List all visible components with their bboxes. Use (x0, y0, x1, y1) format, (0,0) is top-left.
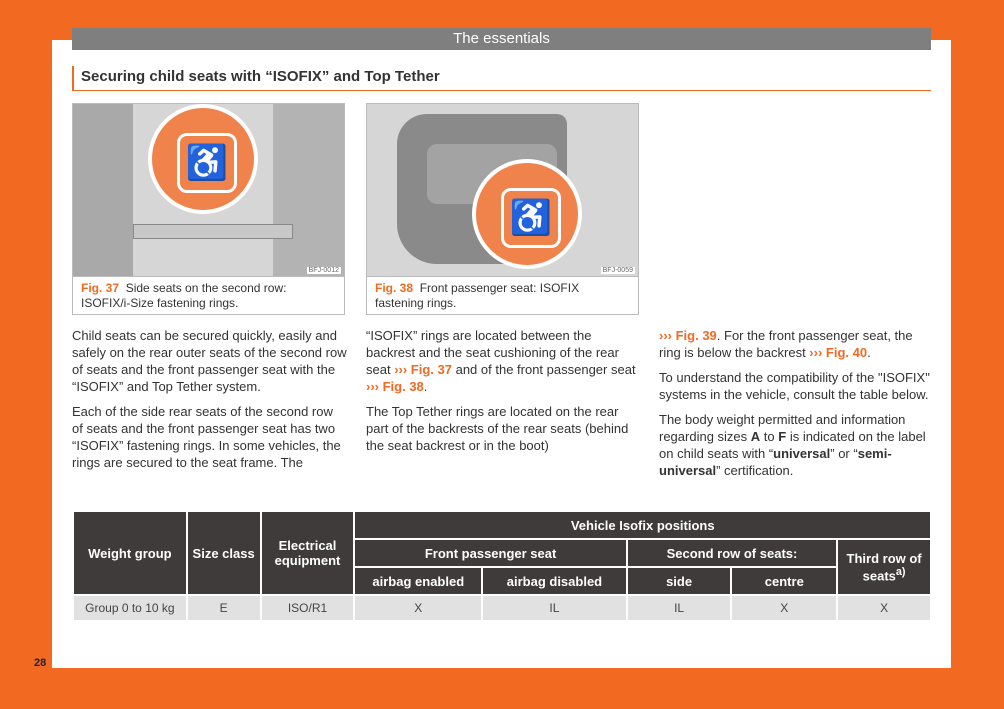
figure-37: ♿ BFJ-0012 Fig. 37 Side seats on the sec… (72, 103, 345, 315)
rear-seat-image: ♿ BFJ-0012 (73, 104, 344, 277)
paragraph: Each of the side rear seats of the secon… (72, 404, 341, 470)
fig-39-link[interactable]: ››› Fig. 39 (659, 328, 717, 343)
text: The body weight permitted and informatio… (659, 412, 906, 444)
fig-38-link[interactable]: ››› Fig. 38 (366, 379, 424, 394)
header-third-row: Third row of seatsa) (836, 538, 932, 596)
isofix-table: Weight group Size class Electrical equip… (72, 510, 932, 622)
header-vehicle-positions: Vehicle Isofix positions (353, 510, 932, 540)
cell: ISO/R1 (259, 594, 356, 622)
header-electrical: Electrical equipment (259, 510, 356, 596)
caption-text: Side seats on the second row: ISOFIX/i-S… (81, 281, 287, 310)
caption-text: Front passenger seat: ISOFIX fastening r… (375, 281, 580, 310)
isofix-bubble: ♿ (148, 104, 258, 214)
cell: IL (481, 594, 628, 622)
text-column-1: Child seats can be secured quickly, easi… (72, 327, 347, 479)
header-size-class: Size class (185, 510, 262, 596)
header-second-row: Second row of seats: (625, 538, 839, 568)
paragraph: ››› Fig. 39. For the front passenger sea… (659, 327, 934, 361)
header-airbag-disabled: airbag disabled (481, 566, 628, 596)
text: . (423, 379, 428, 394)
front-seat-image: ♿ BFJ-0059 (367, 104, 638, 277)
text: and of the front passenger seat (451, 362, 636, 377)
text: to (760, 429, 779, 444)
text: F (778, 429, 787, 444)
figure-code: BFJ-0059 (600, 267, 635, 274)
cell: X (353, 594, 484, 622)
page-number: 28 (34, 657, 47, 669)
section-header: The essentials (72, 28, 931, 50)
page-title: Securing child seats with “ISOFIX” and T… (72, 66, 931, 91)
header-side: side (625, 566, 733, 596)
paragraph: The Top Tether rings are located on the … (366, 404, 629, 453)
paragraph: The body weight permitted and informatio… (659, 411, 934, 479)
text: Third row of seats (846, 550, 922, 584)
figure-caption: Fig. 37 Side seats on the second row: IS… (73, 277, 344, 315)
fig-37-link[interactable]: ››› Fig. 37 (394, 362, 452, 377)
figure-code: BFJ-0012 (306, 267, 341, 274)
paragraph: “ISOFIX” rings are located between the b… (366, 327, 641, 395)
header-front-seat: Front passenger seat (353, 538, 628, 568)
cell: Group 0 to 10 kg (72, 594, 188, 622)
text: semi-universal (659, 446, 892, 478)
text-column-2: “ISOFIX” rings are located between the b… (366, 327, 641, 462)
text: ” or “ (830, 446, 858, 461)
header-weight-group: Weight group (72, 510, 188, 596)
cell: X (836, 594, 932, 622)
cell: IL (625, 594, 733, 622)
text: universal (773, 446, 831, 461)
cell: X (730, 594, 839, 622)
figure-number: Fig. 38 (375, 281, 414, 295)
header-centre: centre (730, 566, 839, 596)
figure-number: Fig. 37 (81, 281, 120, 295)
figure-caption: Fig. 38 Front passenger seat: ISOFIX fas… (367, 277, 638, 315)
isofix-bubble: ♿ (472, 159, 582, 269)
text: “ISOFIX” rings are located between the b… (366, 328, 619, 377)
fig-40-link[interactable]: ››› Fig. 40 (809, 345, 868, 360)
child-seat-icon: ♿ (501, 188, 561, 248)
figure-38: ♿ BFJ-0059 Fig. 38 Front passenger seat:… (366, 103, 639, 315)
table-row: Group 0 to 10 kg E ISO/R1 X IL IL X X (72, 594, 932, 622)
footnote-ref: a) (895, 565, 906, 578)
text: . (867, 345, 871, 360)
text: is indicated on the label on child seats… (659, 429, 926, 461)
paragraph: Child seats can be secured quickly, easi… (72, 328, 347, 394)
paragraph: To understand the compatibility of the "… (659, 370, 930, 402)
text: ” certification. (716, 463, 794, 478)
text: . For the front passenger seat, the ring… (659, 328, 913, 360)
child-seat-icon: ♿ (177, 133, 237, 193)
header-airbag-enabled: airbag enabled (353, 566, 484, 596)
cell: E (185, 594, 262, 622)
text-column-3: ››› Fig. 39. For the front passenger sea… (659, 327, 934, 487)
text: A (750, 429, 761, 444)
